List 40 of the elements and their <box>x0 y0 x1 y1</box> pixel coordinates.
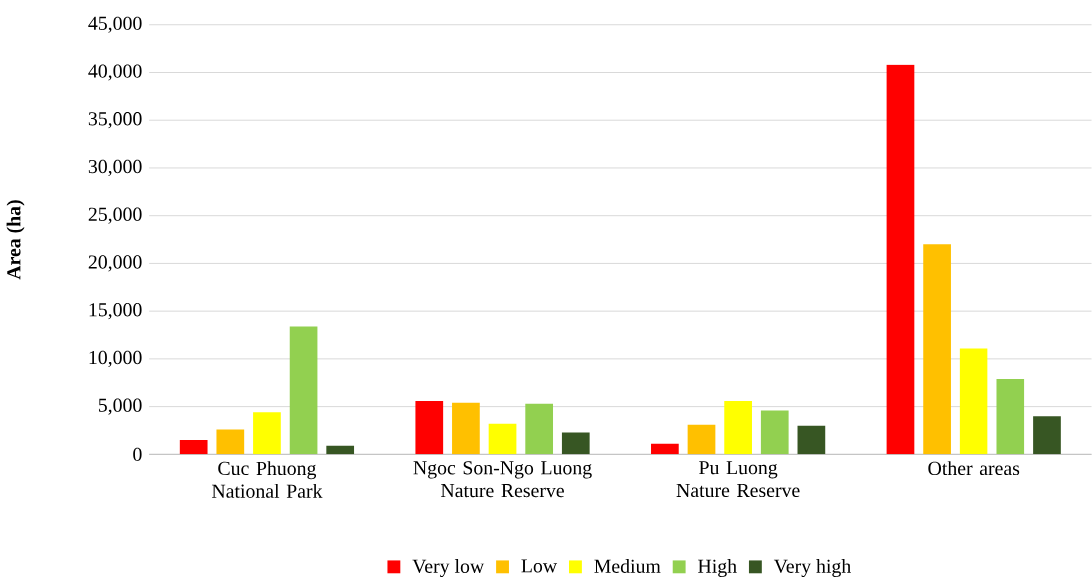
bar <box>561 432 590 455</box>
bar <box>760 410 789 455</box>
legend-label: Very low <box>412 558 485 577</box>
y-axis-title: Area (ha) <box>6 200 25 280</box>
bar <box>415 400 444 455</box>
bar <box>959 348 988 455</box>
bar <box>797 425 826 455</box>
bar <box>724 400 752 455</box>
bar <box>253 412 281 455</box>
legend-label: Low <box>521 559 558 573</box>
bar <box>525 403 554 455</box>
bar <box>923 244 951 455</box>
bar <box>289 326 318 455</box>
y-tick-label: 30,000 <box>88 159 142 177</box>
y-tick-label: 25,000 <box>88 207 142 224</box>
bar <box>1033 416 1061 455</box>
y-tick-label: 35,000 <box>88 112 142 129</box>
legend-label: Medium <box>594 558 661 573</box>
bar <box>452 402 480 455</box>
y-tick-label: 0 <box>133 447 142 461</box>
legend-label: Very high <box>773 558 851 577</box>
x-tick-label: Cuc Phuong National Park <box>211 461 323 498</box>
bar <box>996 378 1025 455</box>
y-tick-label: 10,000 <box>89 350 142 367</box>
x-tick-label: Ngoc Son-Ngo Luong Nature Reserve <box>413 461 592 498</box>
bar <box>687 424 716 455</box>
bar <box>886 64 915 455</box>
y-tick-label: 20,000 <box>88 255 142 272</box>
bar <box>216 429 245 455</box>
y-tick-label: 45,000 <box>88 16 142 33</box>
y-tick-label: 40,000 <box>88 64 142 81</box>
bar <box>488 423 517 455</box>
legend-label: High <box>698 558 737 577</box>
x-tick-label: Pu Luong Nature Reserve <box>676 461 800 498</box>
bar <box>179 440 208 455</box>
y-tick-label: 15,000 <box>89 303 142 320</box>
x-tick-label: Other areas <box>928 461 1020 476</box>
y-tick-label: 5,000 <box>98 398 142 415</box>
bar <box>651 443 679 455</box>
bar <box>326 445 355 455</box>
